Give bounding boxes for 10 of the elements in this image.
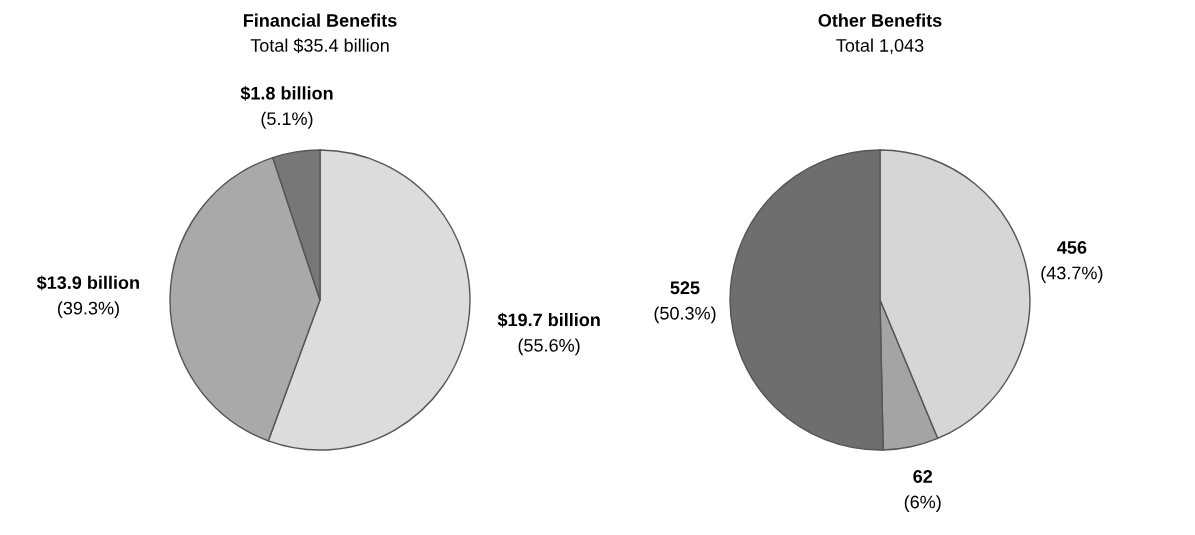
data-label: $13.9 billion (39.3%) [36,275,139,319]
chart-subtitle: Total 1,043 [836,38,924,54]
data-label: 62 (6%) [904,470,941,512]
data-label: 456 (43.7%) [1041,241,1103,283]
data-label: $1.8 billion (5.1%) [240,86,333,129]
data-label: 525 (50.3%) [654,281,716,324]
chart-title: Other Benefits [818,13,942,27]
chart-title: Financial Benefits [243,13,397,27]
chart-subtitle: Total $35.4 billion [250,38,389,53]
data-label: $19.7 billion (55.6%) [497,312,600,356]
